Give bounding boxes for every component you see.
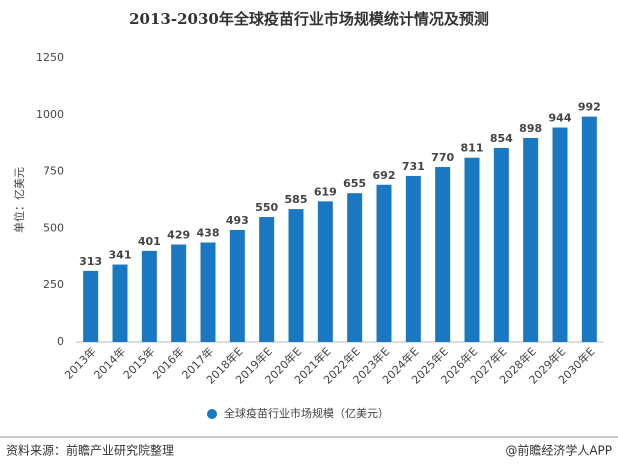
bar bbox=[288, 209, 304, 342]
value-label: 313 bbox=[79, 255, 102, 268]
bar bbox=[435, 167, 451, 342]
bar bbox=[581, 116, 597, 342]
bar bbox=[229, 229, 245, 342]
legend-label: 全球疫苗行业市场规模（亿美元） bbox=[224, 406, 389, 420]
bar bbox=[141, 250, 157, 342]
footer-source: 资料来源：前瞻产业研究院整理 bbox=[6, 443, 174, 458]
value-label: 770 bbox=[431, 151, 454, 164]
footer-brand: @前瞻经济学人APP bbox=[505, 443, 612, 458]
value-label: 944 bbox=[549, 112, 572, 125]
x-tick-label: 2013年 bbox=[61, 344, 98, 381]
bar bbox=[376, 184, 392, 342]
value-label: 811 bbox=[461, 142, 484, 155]
bar bbox=[200, 242, 216, 342]
bar bbox=[523, 137, 539, 342]
value-label: 854 bbox=[490, 132, 513, 145]
bar bbox=[112, 264, 128, 342]
value-label: 429 bbox=[167, 229, 190, 242]
value-label: 585 bbox=[285, 193, 308, 206]
y-tick-label: 0 bbox=[57, 335, 64, 348]
legend-swatch bbox=[207, 409, 217, 419]
value-label: 992 bbox=[578, 101, 601, 114]
y-tick-label: 250 bbox=[43, 278, 64, 291]
value-label: 341 bbox=[109, 249, 132, 262]
y-tick-label: 500 bbox=[43, 221, 64, 234]
value-label: 619 bbox=[314, 185, 337, 198]
bar bbox=[464, 157, 480, 342]
bar bbox=[552, 127, 568, 343]
bar bbox=[317, 201, 333, 342]
value-label: 438 bbox=[197, 226, 220, 239]
value-label: 655 bbox=[343, 177, 366, 190]
bar bbox=[259, 217, 275, 342]
x-tick-label: 2014年 bbox=[91, 344, 128, 381]
value-label: 898 bbox=[519, 122, 542, 135]
value-label: 493 bbox=[226, 214, 249, 227]
value-label: 550 bbox=[255, 201, 278, 214]
y-axis-label: 单位：亿美元 bbox=[12, 167, 26, 233]
bar bbox=[493, 147, 509, 342]
chart-title: 2013-2030年全球疫苗行业市场规模统计情况及预测 bbox=[129, 10, 489, 28]
bar bbox=[347, 193, 363, 342]
x-tick-label: 2015年 bbox=[120, 344, 157, 381]
y-tick-label: 750 bbox=[43, 165, 64, 178]
y-tick-label: 1000 bbox=[36, 108, 64, 121]
value-label: 401 bbox=[138, 235, 161, 248]
y-tick-label: 1250 bbox=[36, 51, 64, 64]
value-label: 731 bbox=[402, 160, 425, 173]
bar bbox=[405, 175, 421, 342]
bar bbox=[83, 270, 99, 342]
x-tick-label: 2016年 bbox=[149, 344, 186, 381]
bar bbox=[171, 244, 187, 342]
value-label: 692 bbox=[373, 169, 396, 182]
